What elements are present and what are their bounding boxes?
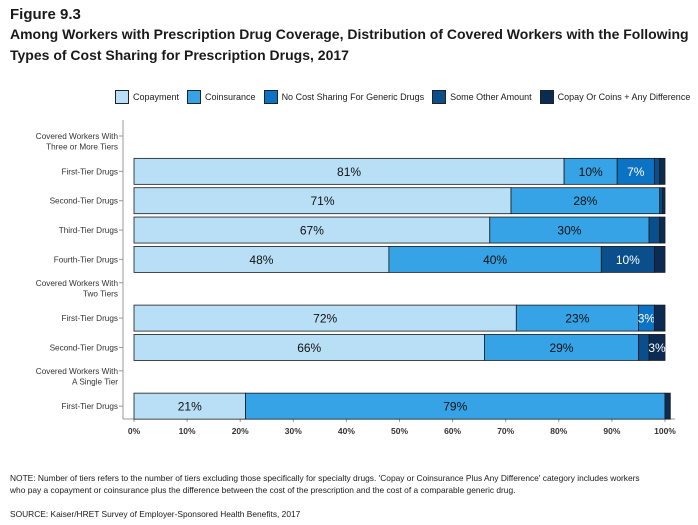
data-label: 48% (249, 253, 273, 267)
bar-segment (133, 245, 390, 273)
chart-note: NOTE: Number of tiers refers to the numb… (10, 473, 640, 495)
legend-label: Coinsurance (205, 92, 256, 102)
legend-item-some-other-amount: Some Other Amount (432, 90, 532, 104)
bar-segment (133, 216, 491, 244)
bar-segment (653, 304, 666, 332)
category-label: First-Tier Drugs (61, 167, 118, 176)
chart-title: Among Workers with Prescription Drug Cov… (10, 26, 689, 63)
legend-item-copayment: Copayment (115, 90, 179, 104)
group-label-line: Two Tiers (83, 289, 118, 298)
legend-item-coinsurance: Coinsurance (187, 90, 256, 104)
legend-swatch (115, 90, 129, 104)
bar-segment (563, 157, 618, 185)
legend-item-copay-coins-difference: Copay Or Coins + Any Difference (539, 90, 691, 104)
x-tick-label: 80% (550, 426, 567, 436)
bar-segment (653, 157, 661, 185)
legend-label: Copay Or Coins + Any Difference (557, 92, 691, 102)
stacked-bar-chart: 0% 10% 20% 30% 40% 50% 60% 70% 80% 90% 100% Covered… (36, 120, 676, 436)
group-label-line: A Single Tier (72, 377, 118, 386)
bar-segment (600, 245, 655, 273)
data-label: 67% (300, 224, 324, 238)
legend-swatch (263, 90, 278, 104)
data-label: 23% (565, 312, 589, 326)
data-label: 29% (549, 341, 573, 355)
x-tick-label: 90% (603, 426, 620, 436)
group-label-line: Covered Workers With (36, 367, 119, 376)
bar-segment (489, 216, 650, 244)
legend-label: No Cost Sharing For Generic Drugs (281, 92, 425, 102)
bar-segment (648, 334, 666, 361)
group-label-line: Covered Workers With (36, 279, 119, 288)
bar-segment (648, 216, 661, 244)
bar-segment (659, 216, 666, 244)
data-label: 81% (337, 165, 361, 179)
group-label-line: Covered Workers With (36, 132, 119, 141)
category-label: First-Tier Drugs (61, 402, 118, 411)
bar-segment (515, 304, 639, 332)
bar-segment (388, 245, 602, 273)
x-tick-label: 10% (179, 426, 196, 436)
bar-segment (661, 187, 666, 215)
x-tick-label: 50% (391, 426, 408, 436)
x-tick-label: 70% (497, 426, 514, 436)
bar-segment (484, 334, 639, 361)
bar-segment (133, 157, 565, 185)
data-label: 28% (573, 194, 597, 208)
x-tick-label: 20% (232, 426, 249, 436)
bar-segment (133, 304, 517, 332)
x-tick-label: 30% (285, 426, 302, 436)
category-label: First-Tier Drugs (61, 314, 118, 323)
group-label: Covered Workers With Two Tiers (36, 279, 119, 299)
legend-label: Some Other Amount (450, 92, 532, 102)
legend-swatch (187, 90, 202, 104)
group-label: Covered Workers With A Single Tier (36, 367, 119, 387)
group-label: Covered Workers With Three or More Tiers (36, 132, 119, 152)
bar-segment (133, 392, 246, 420)
data-label: 3% (648, 341, 666, 355)
category-label: Fourth-Tier Drugs (54, 255, 118, 264)
data-label: 10% (616, 253, 640, 267)
data-label: 40% (483, 253, 507, 267)
data-label: 71% (310, 194, 334, 208)
chart-legend: Copayment Coinsurance No Cost Sharing Fo… (115, 90, 698, 104)
data-label: 30% (557, 224, 581, 238)
x-tick-label: 40% (338, 426, 355, 436)
bar-segment (659, 157, 666, 185)
data-label: 21% (178, 400, 202, 414)
x-tick-label: 60% (444, 426, 461, 436)
category-label: Second-Tier Drugs (50, 343, 118, 352)
x-tick-label: 0% (128, 426, 141, 436)
figure-label: Figure 9.3 (10, 6, 81, 23)
bar-segment (664, 392, 671, 420)
bar-segment (510, 187, 661, 215)
x-tick-label: 100% (654, 426, 676, 436)
group-label-line: Three or More Tiers (46, 143, 118, 152)
data-label: 66% (297, 341, 321, 355)
data-label: 3% (638, 312, 656, 326)
bar-segment (653, 245, 666, 273)
chart-source: SOURCE: Kaiser/HRET Survey of Employer-S… (10, 509, 301, 519)
bar-segment (133, 187, 512, 215)
data-label: 79% (443, 400, 467, 414)
data-label: 72% (313, 312, 337, 326)
legend-swatch (432, 90, 447, 104)
legend-label: Copayment (133, 92, 180, 102)
category-label: Second-Tier Drugs (50, 197, 118, 206)
legend-swatch (539, 90, 554, 104)
bar-segment (616, 157, 655, 185)
category-label: Third-Tier Drugs (59, 226, 118, 235)
data-label: 10% (579, 165, 603, 179)
legend-item-no-cost-sharing: No Cost Sharing For Generic Drugs (263, 90, 425, 104)
data-label: 7% (627, 165, 645, 179)
